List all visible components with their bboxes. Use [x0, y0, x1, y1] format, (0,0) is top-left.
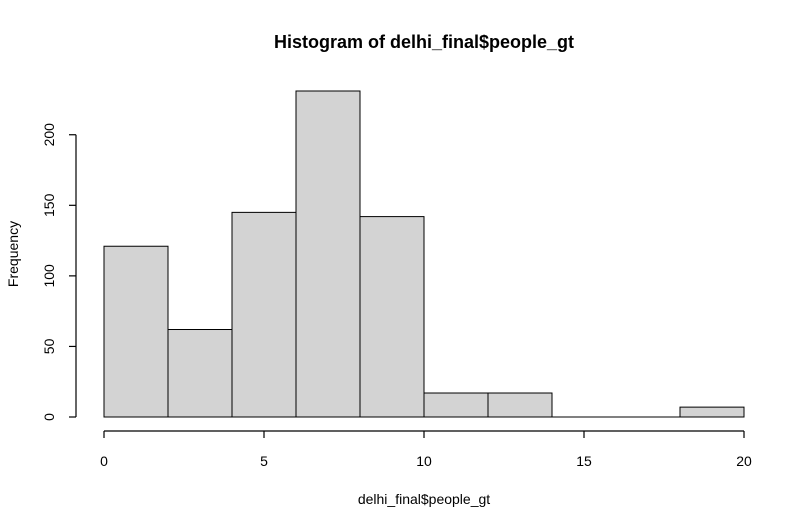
x-axis: 0 5 10 15 20	[100, 430, 752, 469]
y-tick-label-3: 150	[41, 193, 57, 217]
y-tick-label-1: 50	[41, 338, 57, 354]
y-tick-label-0: 0	[41, 413, 57, 421]
histogram-bar-2	[231, 211, 297, 418]
histogram-bar-3	[295, 90, 361, 418]
x-tick-label-0: 0	[100, 453, 108, 469]
histogram-bar-4	[359, 216, 425, 418]
histogram-bar-9	[679, 406, 745, 418]
x-tick-label-2: 10	[416, 453, 432, 469]
histogram-bar-5	[423, 392, 489, 418]
histogram-bar-1	[167, 329, 233, 418]
y-tick-label-2: 100	[41, 264, 57, 288]
x-axis-label: delhi_final$people_gt	[358, 491, 490, 507]
x-tick-label-4: 20	[736, 453, 752, 469]
x-tick-label-3: 15	[576, 453, 592, 469]
histogram-bar-6	[487, 392, 553, 418]
bars-layer	[103, 90, 745, 418]
y-axis-label: Frequency	[5, 221, 21, 287]
chart-title: Histogram of delhi_final$people_gt	[274, 32, 574, 52]
x-tick-label-1: 5	[260, 453, 268, 469]
histogram-bar-0	[103, 245, 169, 418]
y-axis: 0 50 100 150 200	[41, 123, 77, 421]
y-tick-label-4: 200	[41, 123, 57, 147]
